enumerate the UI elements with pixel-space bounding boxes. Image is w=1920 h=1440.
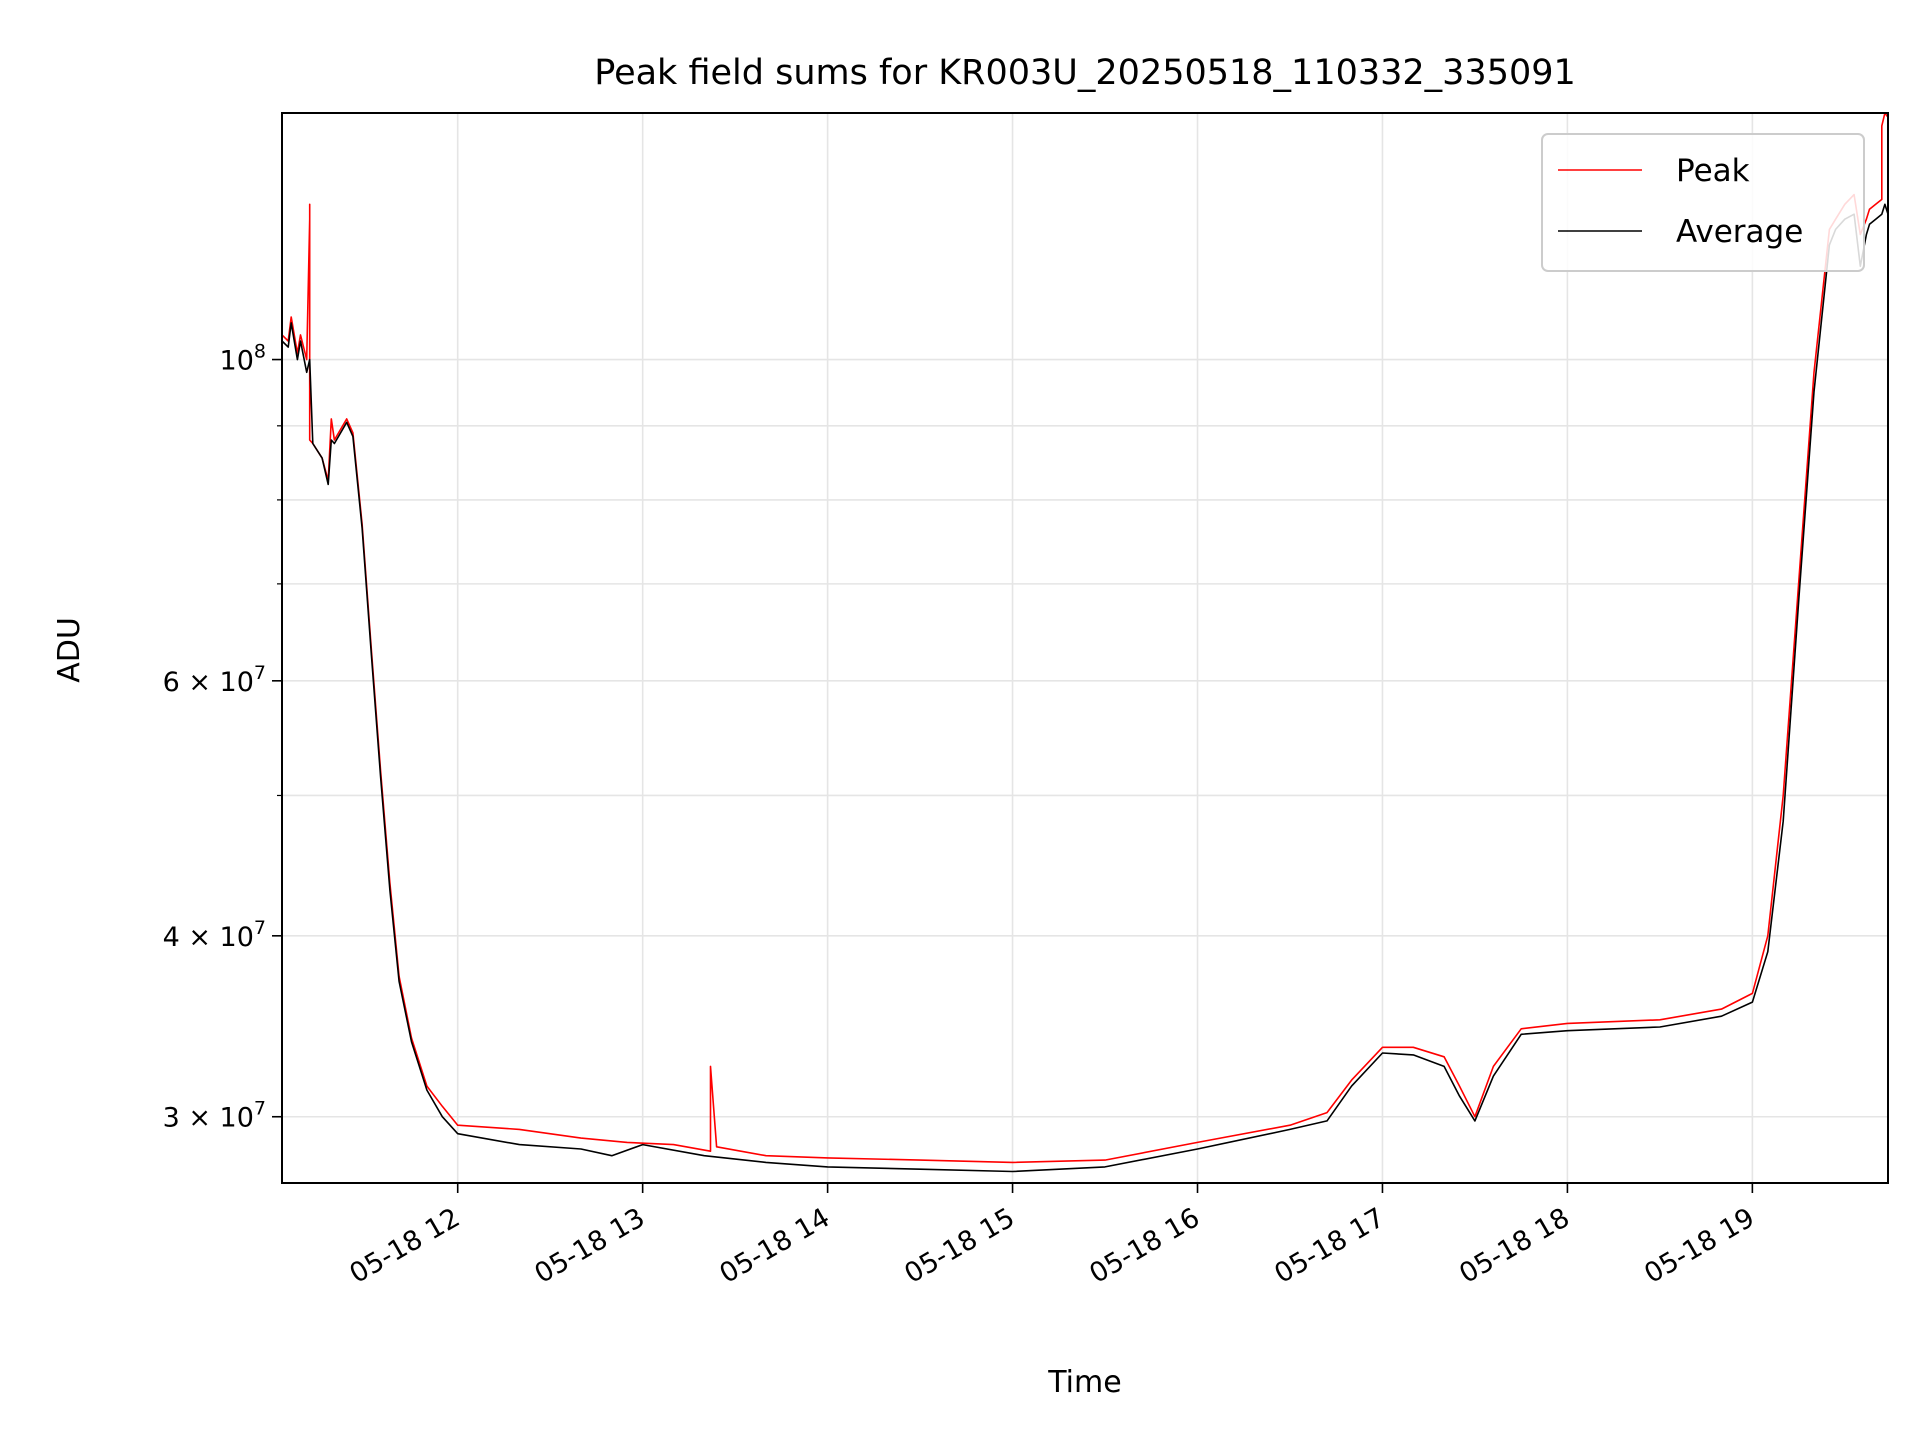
y-tick-label: 4 × 107 xyxy=(163,917,266,953)
legend-box xyxy=(1541,133,1865,272)
y-axis-label: ADU xyxy=(52,617,87,683)
legend-peak-label: Peak xyxy=(1676,153,1750,189)
y-tick-label: 3 × 107 xyxy=(163,1098,266,1134)
y-axis-ticks: 108 6 × 107 4 × 107 3 × 107 xyxy=(163,341,282,1134)
chart-title: Peak field sums for KR003U_20250518_1103… xyxy=(594,53,1576,93)
series-line-average xyxy=(281,203,1889,1173)
x-axis-label: Time xyxy=(1047,1365,1121,1400)
legend: Peak Average xyxy=(1541,133,1865,272)
legend-average-label: Average xyxy=(1676,214,1803,250)
plot-frame xyxy=(281,112,1889,1184)
grid xyxy=(282,113,1888,1183)
y-tick-label: 6 × 107 xyxy=(163,662,266,698)
y-tick-label: 108 xyxy=(220,341,266,377)
